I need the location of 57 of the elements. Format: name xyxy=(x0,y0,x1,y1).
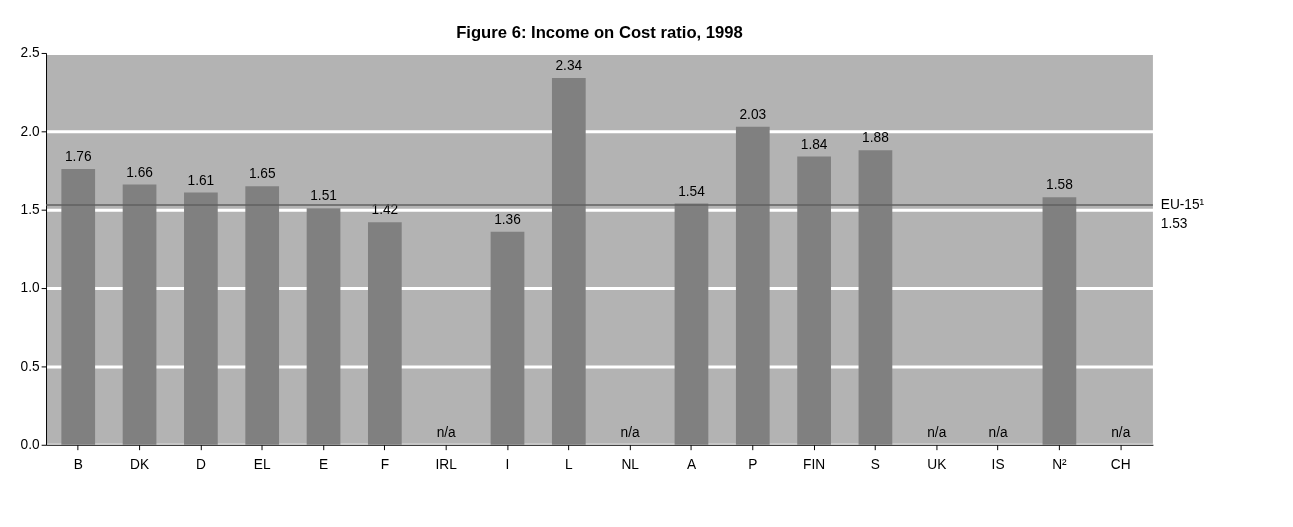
x-tick-label: FIN xyxy=(803,456,826,472)
x-tick-label: S xyxy=(870,456,881,472)
y-tick-label: 0.5 xyxy=(20,358,41,374)
bar xyxy=(61,168,96,445)
data-label: 1.58 xyxy=(1046,177,1074,193)
x-tick-label: EL xyxy=(253,456,271,472)
ref-line-label: EU-15¹ 1.53 xyxy=(1160,196,1205,232)
x-tick-label: IRL xyxy=(435,456,458,472)
x-tick-label: E xyxy=(318,456,329,472)
data-label: 1.65 xyxy=(248,166,276,182)
bar xyxy=(490,231,525,445)
y-tick-label: 0.0 xyxy=(20,437,41,453)
data-label: 1.84 xyxy=(800,136,828,152)
x-tick-label: N² xyxy=(1052,456,1068,472)
text: n/a xyxy=(988,424,1008,440)
bar xyxy=(306,208,341,445)
data-label: 1.36 xyxy=(494,211,522,227)
bar xyxy=(245,186,280,445)
data-label: 1.76 xyxy=(64,149,92,165)
x-tick-label: UK xyxy=(927,456,947,472)
data-label: 2.34 xyxy=(555,58,583,74)
y-tick-label: 2.5 xyxy=(20,45,41,61)
x-tick-label: I xyxy=(505,456,510,472)
x-tick-label: DK xyxy=(130,456,150,472)
data-label: 1.51 xyxy=(310,188,337,204)
y-tick-label: 1.5 xyxy=(20,202,41,218)
x-tick-label: P xyxy=(748,456,758,472)
data-label: 1.61 xyxy=(187,172,215,188)
x-tick-label: A xyxy=(686,456,697,472)
x-tick-label: F xyxy=(380,456,390,472)
bar xyxy=(1042,197,1077,445)
x-tick-label: B xyxy=(73,456,83,472)
x-tick-label: L xyxy=(565,456,574,472)
x-tick-label: CH xyxy=(1110,456,1131,472)
bar xyxy=(858,150,893,445)
text: n/a xyxy=(927,424,947,440)
data-label: 1.54 xyxy=(678,183,706,199)
bar xyxy=(797,156,831,445)
x-tick-label: NL xyxy=(621,456,640,472)
bar xyxy=(551,78,586,445)
x-tick-label: IS xyxy=(991,456,1005,472)
data-label: 1.66 xyxy=(126,164,154,180)
y-tick-label: 1.0 xyxy=(20,280,41,296)
text: n/a xyxy=(620,424,640,440)
data-label: 1.88 xyxy=(862,130,890,146)
y-tick-label: 2.0 xyxy=(20,123,41,139)
bar xyxy=(367,222,402,445)
chart-title: Figure 6: Income on Cost ratio, 1998 xyxy=(456,23,743,43)
bar xyxy=(122,184,157,445)
text: n/a xyxy=(436,424,456,440)
data-label: 1.42 xyxy=(371,202,399,218)
x-tick-label: D xyxy=(195,456,206,472)
text: n/a xyxy=(1111,424,1131,440)
bar xyxy=(674,203,709,445)
data-label: 2.03 xyxy=(739,106,767,122)
bar xyxy=(735,126,770,445)
bar xyxy=(184,192,218,445)
